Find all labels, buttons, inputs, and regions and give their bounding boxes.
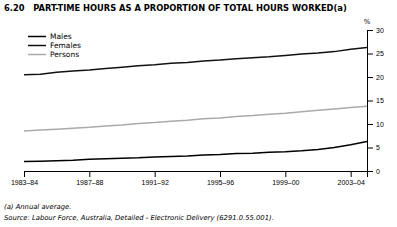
legend-label: Persons (50, 50, 79, 59)
y-tick: 15 (367, 97, 384, 104)
y-tick-label: 20 (376, 74, 384, 81)
x-tick-label: 1995–96 (207, 179, 234, 186)
legend-label: Females (50, 41, 81, 50)
legend-item: Males (28, 32, 72, 41)
y-tick: 30 (367, 27, 384, 34)
x-tick-mark (155, 171, 156, 177)
plot: 1983–84 1987–88 1991–92 1995–96 1999–00 2003–… (11, 27, 384, 186)
y-tick: 20 (367, 74, 384, 81)
x-tick: 1995–96 (207, 171, 234, 186)
legend-swatch (28, 45, 46, 47)
legend-label: Males (50, 32, 72, 41)
y-tick-mark (367, 77, 373, 78)
y-axis: 0 5 10 15 20 25 30 (367, 27, 384, 175)
lines (24, 47, 367, 161)
y-tick-label: 10 (376, 121, 384, 128)
footnote: Source: Labour Force, Australia, Detaile… (4, 214, 274, 222)
x-tick-mark (89, 171, 90, 177)
y-tick: 10 (367, 121, 384, 128)
legend-item: Females (28, 41, 81, 50)
x-axis: 1983–84 1987–88 1991–92 1995–96 1999–00 2003–… (11, 171, 368, 186)
series-line (24, 106, 367, 131)
y-tick-label: 5 (376, 144, 380, 151)
footnote: (a) Annual average. (4, 203, 71, 211)
x-tick-label: 1991–92 (142, 179, 169, 186)
x-tick-mark (220, 171, 221, 177)
x-tick-label: 2003–04 (338, 179, 365, 186)
series-line (24, 47, 367, 74)
y-tick-label: 30 (376, 27, 384, 34)
legend-item: Persons (28, 50, 79, 59)
x-tick-mark (351, 171, 352, 177)
y-axis-line (368, 31, 374, 172)
x-tick: 1983–84 (11, 171, 38, 186)
x-tick: 2003–04 (338, 171, 365, 186)
y-tick-mark (367, 30, 373, 31)
y-tick-mark (367, 124, 373, 125)
y-tick-label: 25 (376, 50, 384, 57)
legend-swatch (28, 36, 46, 38)
x-tick-mark (285, 171, 286, 177)
y-tick: 5 (367, 144, 380, 151)
title: 6.20 PART-TIME HOURS AS A PROPORTION OF … (4, 3, 347, 13)
y-tick-mark (367, 148, 373, 149)
x-tick: 1991–92 (142, 171, 169, 186)
x-tick-mark (24, 171, 25, 177)
y-tick-mark (367, 101, 373, 102)
x-axis-line (25, 172, 368, 178)
y-tick-mark (367, 54, 373, 55)
x-tick-label: 1999–00 (272, 179, 299, 186)
legend: MalesFemalesPersons (28, 32, 81, 59)
y-tick: 25 (367, 50, 384, 57)
x-tick-label: 1983–84 (11, 179, 38, 186)
y-tick-mark (367, 171, 373, 172)
series-line (24, 141, 367, 161)
y-tick-label: 15 (376, 97, 384, 104)
y-tick: 0 (367, 168, 380, 175)
x-tick-label: 1987–88 (76, 179, 103, 186)
chart: 6.20 PART-TIME HOURS AS A PROPORTION OF … (0, 0, 397, 227)
x-tick: 1987–88 (76, 171, 103, 186)
x-tick: 1999–00 (272, 171, 299, 186)
legend-swatch (28, 54, 46, 56)
y-tick-label: 0 (376, 168, 380, 175)
y-axis-label: % (364, 18, 371, 26)
